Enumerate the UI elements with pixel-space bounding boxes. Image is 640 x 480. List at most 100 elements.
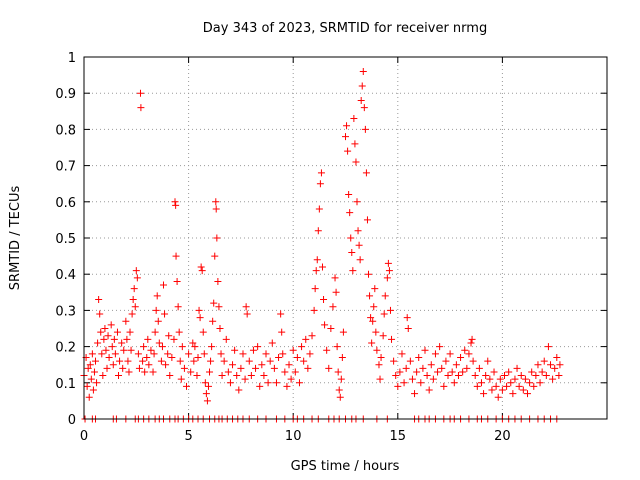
data-point	[452, 361, 460, 369]
data-point	[375, 361, 383, 369]
data-point	[442, 357, 450, 365]
data-point	[141, 368, 149, 376]
data-point	[118, 339, 126, 347]
data-point	[386, 306, 394, 314]
data-point	[358, 82, 366, 90]
data-point	[123, 335, 131, 343]
data-point	[362, 169, 370, 177]
data-point	[115, 372, 123, 380]
data-point	[547, 361, 555, 369]
data-point	[482, 372, 490, 380]
data-point	[266, 357, 274, 365]
data-point	[446, 350, 454, 358]
data-point	[272, 379, 280, 387]
data-point	[206, 368, 214, 376]
data-point	[213, 234, 221, 242]
data-point	[241, 375, 249, 383]
data-point	[339, 328, 347, 336]
data-point	[365, 270, 373, 278]
y-tick-label: 0.4	[55, 268, 76, 283]
data-point	[450, 379, 458, 387]
data-point	[507, 379, 515, 387]
data-point	[268, 339, 276, 347]
data-point	[381, 292, 389, 300]
data-point	[323, 346, 331, 354]
data-point	[498, 386, 506, 394]
data-point	[473, 382, 481, 390]
data-point	[419, 364, 427, 372]
data-point	[166, 372, 174, 380]
data-point	[438, 364, 446, 372]
y-tick-label: 0	[68, 413, 76, 428]
data-point	[151, 328, 159, 336]
data-point	[197, 263, 205, 271]
data-point	[260, 372, 268, 380]
data-point	[431, 350, 439, 358]
data-point	[190, 357, 198, 365]
data-point	[256, 382, 264, 390]
data-point	[83, 382, 91, 390]
data-point	[302, 335, 310, 343]
data-point	[170, 335, 178, 343]
data-point	[368, 339, 376, 347]
data-point	[194, 353, 202, 361]
data-point	[528, 368, 536, 376]
data-point	[484, 357, 492, 365]
data-point	[195, 306, 203, 314]
data-point	[347, 234, 355, 242]
data-point	[480, 390, 488, 398]
data-point	[337, 375, 345, 383]
data-point	[168, 353, 176, 361]
data-point	[343, 122, 351, 130]
data-point	[505, 368, 513, 376]
data-point	[87, 375, 95, 383]
data-point	[356, 256, 364, 264]
data-point	[183, 382, 191, 390]
data-point	[185, 350, 193, 358]
data-point	[349, 267, 357, 275]
data-point	[398, 350, 406, 358]
data-point	[105, 353, 113, 361]
data-point	[198, 267, 206, 275]
data-point	[350, 115, 358, 123]
data-point	[355, 241, 363, 249]
data-point	[333, 343, 341, 351]
data-point	[128, 310, 136, 318]
data-point	[152, 306, 160, 314]
data-point	[176, 357, 184, 365]
data-point	[376, 375, 384, 383]
data-point	[217, 350, 225, 358]
data-point	[161, 310, 169, 318]
data-point	[210, 299, 218, 307]
data-point	[336, 393, 344, 401]
data-point	[155, 339, 163, 347]
data-point	[175, 328, 183, 336]
data-point	[100, 335, 108, 343]
data-point	[231, 346, 239, 354]
data-point	[90, 368, 98, 376]
data-point	[96, 310, 104, 318]
data-point	[526, 379, 534, 387]
data-point	[372, 328, 380, 336]
data-point	[310, 306, 318, 314]
data-point	[471, 372, 479, 380]
data-point	[519, 386, 527, 394]
data-point	[172, 252, 180, 260]
data-point	[289, 346, 297, 354]
data-point	[436, 343, 444, 351]
data-point	[270, 364, 278, 372]
data-point	[463, 364, 471, 372]
data-point	[122, 317, 130, 325]
data-point	[325, 364, 333, 372]
data-point	[172, 201, 180, 209]
y-tick-label: 0.9	[55, 87, 76, 102]
data-point	[171, 198, 179, 206]
data-point	[104, 332, 112, 340]
data-point	[293, 353, 301, 361]
x-tick-label: 15	[390, 429, 407, 444]
data-point	[361, 125, 369, 133]
data-point	[513, 364, 521, 372]
data-point	[129, 296, 137, 304]
data-point	[553, 353, 561, 361]
